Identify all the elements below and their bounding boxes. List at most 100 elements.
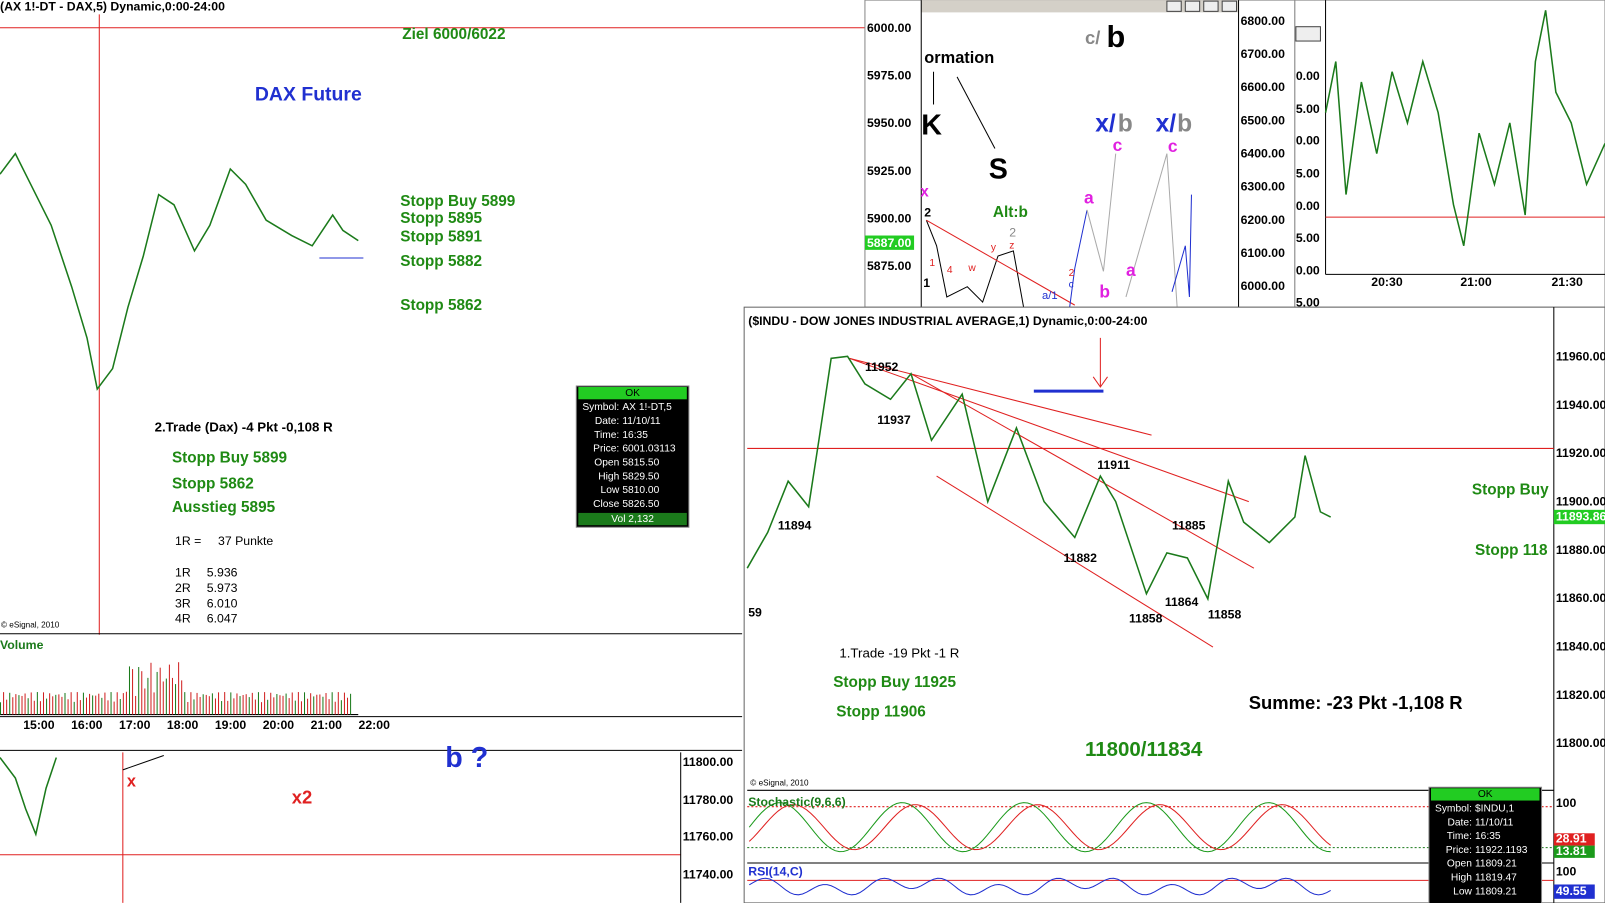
volume-bar — [168, 664, 170, 715]
window-button[interactable] — [1166, 0, 1182, 12]
volume-bar — [297, 692, 299, 715]
window-button[interactable] — [1203, 0, 1219, 12]
volume-bar — [346, 697, 349, 715]
volume-bar — [73, 701, 75, 715]
x-tick-label: 20:00 — [263, 718, 295, 732]
annotation: x — [127, 772, 136, 790]
price-line — [0, 152, 359, 391]
volume-bar — [82, 692, 84, 715]
x-tick-label: 21:00 — [1460, 275, 1492, 289]
info-header — [578, 387, 687, 400]
trend-line — [122, 755, 164, 771]
point-label: 11937 — [877, 413, 911, 427]
info-header — [1430, 788, 1540, 801]
wave-label: a/1 — [1042, 290, 1058, 302]
annotation: x2 — [292, 786, 312, 807]
r-level-value: 6.047 — [207, 612, 238, 626]
value-box — [1553, 845, 1595, 858]
volume-bar — [138, 667, 140, 715]
panel-label: Stochastic(9,6,6) — [748, 795, 845, 809]
wave-label: y — [991, 243, 997, 254]
volume-bar — [307, 698, 309, 715]
point-label: 11952 — [865, 360, 899, 374]
wave-label: 2 — [1009, 226, 1016, 240]
info-label: Date: — [595, 416, 619, 427]
copyright: © eSignal, 2010 — [750, 778, 809, 787]
volume-bar — [205, 694, 207, 715]
info-label: High — [598, 471, 619, 482]
annotation: Stopp Buy 11925 — [833, 674, 956, 691]
current-price: 5887.00 — [867, 236, 912, 250]
x-tick-label: 22:00 — [359, 718, 391, 732]
volume-bar — [76, 692, 78, 715]
volume-bar — [18, 695, 20, 715]
trend-line — [926, 219, 1076, 306]
x-tick-label: 17:00 — [119, 718, 151, 732]
info-value: 5810.00 — [622, 485, 659, 496]
volume-bar — [55, 694, 57, 715]
wave-line — [1086, 153, 1117, 272]
volume-bar — [291, 692, 293, 715]
wave-label: x/ — [1156, 110, 1177, 137]
volume-bar — [337, 692, 339, 715]
x-tick-label: 18:00 — [167, 718, 199, 732]
volume-bar — [9, 692, 11, 715]
window-button[interactable] — [1184, 0, 1201, 12]
x-tick-label: 21:00 — [311, 718, 343, 732]
r-level-name: 3R — [175, 596, 191, 610]
annotation: Ziel 6000/6022 — [402, 26, 505, 43]
annotation: DAX Future — [255, 83, 362, 105]
volume-bar — [95, 695, 97, 715]
y-tick-label: 5.00 — [1296, 166, 1320, 180]
window-button[interactable] — [1221, 0, 1238, 12]
titlebar — [921, 0, 1239, 13]
volume-bar — [42, 692, 45, 715]
volume-bar — [39, 701, 41, 715]
wave-line — [1171, 194, 1192, 297]
info-box — [575, 385, 690, 528]
r-level-name: 2R — [175, 581, 191, 595]
volume-bar — [52, 696, 54, 715]
volume-bar — [334, 701, 336, 715]
rsi-value: 49.55 — [1556, 884, 1587, 898]
y-tick-label: 6100.00 — [1241, 246, 1286, 260]
window-button[interactable] — [1295, 26, 1321, 42]
panel-label: RSI(14,C) — [748, 864, 803, 878]
r-level-name: 4R — [175, 612, 191, 626]
y-tick-label: 100 — [1556, 796, 1577, 810]
volume-bar — [322, 696, 324, 715]
x-tick-label: 21:30 — [1551, 275, 1583, 289]
stoch-d — [748, 804, 1331, 851]
volume-bar — [49, 693, 51, 715]
y-tick-label: 6200.00 — [1241, 213, 1286, 227]
info-label: Symbol: — [1435, 803, 1472, 814]
volume-bar — [162, 681, 164, 715]
volume-bar — [0, 702, 2, 715]
volume-bar — [15, 694, 17, 715]
volume-bar — [58, 694, 60, 715]
volume-bar — [159, 667, 161, 715]
y-tick-label: 11900.00 — [1556, 495, 1605, 509]
y-tick-label: 5975.00 — [867, 69, 912, 83]
volume-bar — [316, 694, 318, 715]
volume-bar — [181, 680, 183, 715]
annotation: 2.Trade (Dax) -4 Pkt -0,108 R — [155, 419, 334, 434]
frame — [1294, 0, 1605, 308]
volume-bar — [199, 696, 201, 715]
volume-bar — [254, 699, 256, 715]
y-tick-label: 11940.00 — [1556, 398, 1605, 412]
annotation: Stopp 5862 — [400, 297, 482, 314]
volume-bar — [233, 698, 235, 715]
volume-bar — [6, 699, 8, 715]
info-value: 11922.1193 — [1475, 845, 1528, 856]
volume-bar — [24, 693, 26, 715]
info-value: 16:35 — [622, 430, 648, 441]
y-tick-label: 0.00 — [1296, 69, 1320, 83]
volume-bar — [328, 699, 330, 715]
dow-lower-chart — [0, 752, 682, 903]
y-tick-label: 6500.00 — [1241, 113, 1286, 127]
y-tick-label: 11880.00 — [1556, 543, 1605, 557]
info-label: Close — [593, 499, 619, 510]
point-label: 11864 — [1165, 595, 1199, 609]
annotation: 11800/11834 — [1085, 738, 1203, 761]
